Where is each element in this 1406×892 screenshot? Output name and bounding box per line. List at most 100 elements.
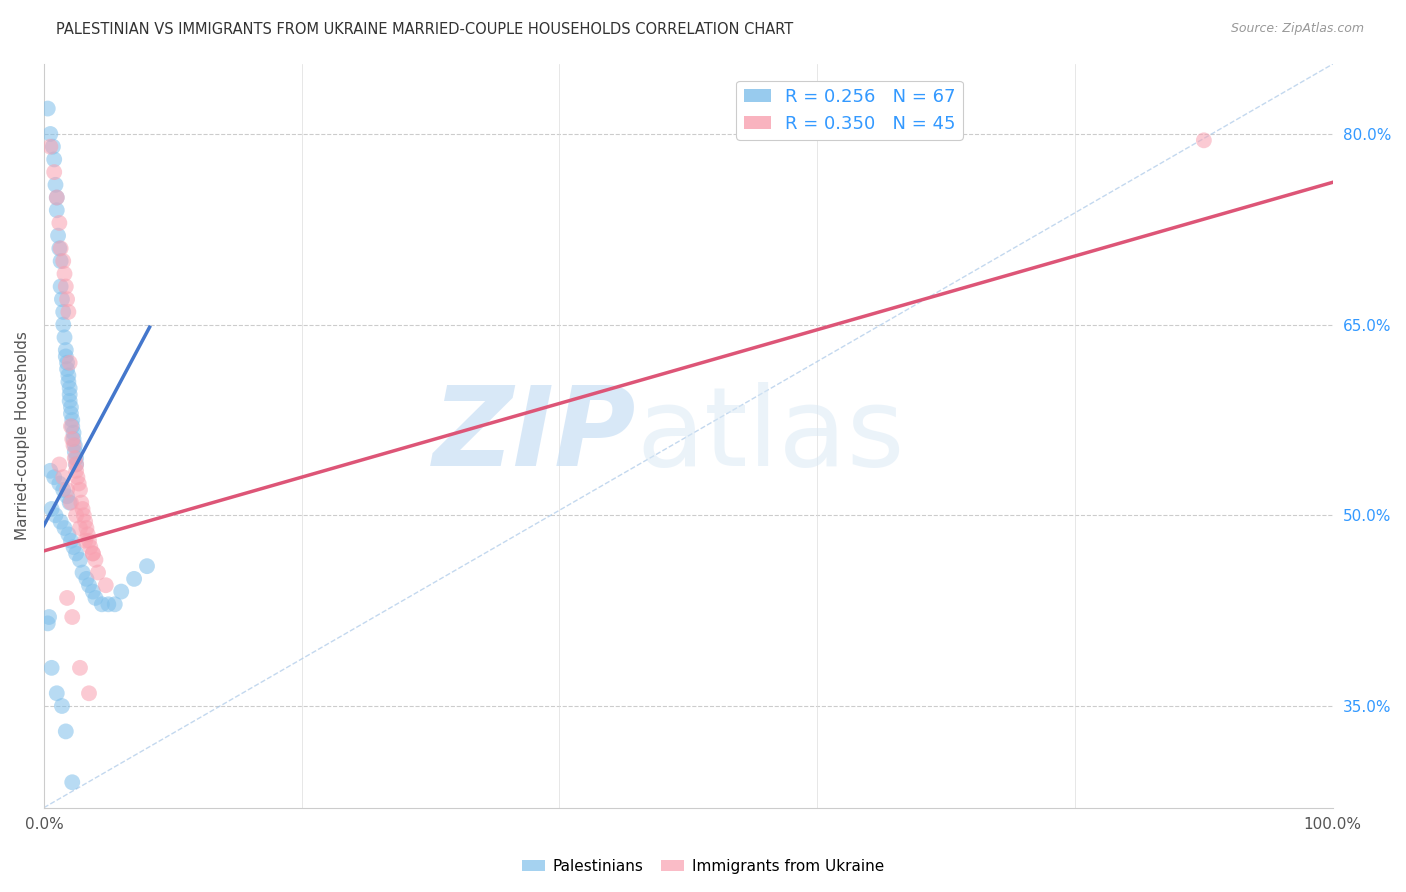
Point: [136, 559, 159, 574]
Point: [1192, 133, 1215, 147]
Point: [97, 597, 120, 611]
Point: [37, 102, 59, 116]
Point: [77, 578, 100, 592]
Point: [55, 350, 77, 364]
Point: [58, 368, 80, 383]
Point: [52, 470, 75, 484]
Point: [59, 407, 82, 421]
Point: [60, 419, 83, 434]
Point: [45, 190, 67, 204]
Point: [45, 190, 67, 204]
Point: [63, 438, 86, 452]
Point: [75, 515, 97, 529]
Point: [65, 458, 87, 472]
Point: [66, 470, 89, 484]
Point: [48, 476, 70, 491]
Point: [58, 305, 80, 319]
Point: [41, 661, 63, 675]
Point: [59, 387, 82, 401]
Point: [41, 502, 63, 516]
Point: [65, 458, 87, 472]
Point: [75, 572, 97, 586]
Legend: Palestinians, Immigrants from Ukraine: Palestinians, Immigrants from Ukraine: [516, 853, 890, 880]
Point: [49, 254, 72, 268]
Point: [37, 616, 59, 631]
Point: [63, 451, 86, 466]
Text: atlas: atlas: [637, 383, 905, 490]
Point: [56, 292, 79, 306]
Point: [77, 686, 100, 700]
Text: PALESTINIAN VS IMMIGRANTS FROM UKRAINE MARRIED-COUPLE HOUSEHOLDS CORRELATION CHA: PALESTINIAN VS IMMIGRANTS FROM UKRAINE M…: [56, 22, 793, 37]
Point: [49, 241, 72, 255]
Point: [65, 546, 87, 560]
Point: [69, 483, 91, 497]
Point: [53, 267, 76, 281]
Point: [76, 527, 98, 541]
Point: [38, 610, 60, 624]
Point: [58, 527, 80, 541]
Point: [56, 356, 79, 370]
Point: [56, 483, 79, 497]
Point: [42, 139, 65, 153]
Point: [39, 127, 62, 141]
Point: [44, 178, 66, 192]
Point: [94, 578, 117, 592]
Point: [48, 458, 70, 472]
Point: [60, 775, 83, 789]
Point: [60, 413, 83, 427]
Point: [59, 381, 82, 395]
Point: [56, 362, 79, 376]
Point: [84, 591, 107, 605]
Point: [59, 495, 82, 509]
Point: [48, 241, 70, 255]
Point: [48, 216, 70, 230]
Point: [55, 279, 77, 293]
Point: [52, 254, 75, 268]
Point: [122, 572, 145, 586]
Point: [82, 546, 104, 560]
Point: [60, 432, 83, 446]
Point: [62, 425, 84, 440]
Legend: R = 0.256   N = 67, R = 0.350   N = 45: R = 0.256 N = 67, R = 0.350 N = 45: [737, 80, 963, 140]
Point: [52, 483, 75, 497]
Point: [59, 419, 82, 434]
Point: [44, 153, 66, 167]
Point: [75, 521, 97, 535]
Point: [65, 451, 87, 466]
Point: [59, 356, 82, 370]
Point: [60, 610, 83, 624]
Point: [65, 464, 87, 478]
Point: [44, 470, 66, 484]
Point: [58, 375, 80, 389]
Point: [59, 533, 82, 548]
Point: [82, 546, 104, 560]
Point: [53, 521, 76, 535]
Point: [46, 228, 69, 243]
Y-axis label: Married-couple Households: Married-couple Households: [15, 332, 30, 541]
Point: [56, 591, 79, 605]
Point: [67, 476, 90, 491]
Point: [82, 584, 104, 599]
Point: [39, 464, 62, 478]
Point: [39, 139, 62, 153]
Point: [59, 495, 82, 509]
Point: [45, 203, 67, 218]
Point: [73, 508, 96, 523]
Point: [84, 553, 107, 567]
Point: [62, 540, 84, 554]
Point: [49, 279, 72, 293]
Point: [87, 566, 110, 580]
Point: [62, 438, 84, 452]
Point: [59, 393, 82, 408]
Point: [45, 686, 67, 700]
Point: [110, 584, 132, 599]
Point: [90, 597, 112, 611]
Point: [55, 724, 77, 739]
Point: [52, 305, 75, 319]
Point: [44, 508, 66, 523]
Point: [62, 432, 84, 446]
Point: [49, 515, 72, 529]
Point: [104, 597, 127, 611]
Point: [53, 330, 76, 344]
Text: ZIP: ZIP: [433, 383, 637, 490]
